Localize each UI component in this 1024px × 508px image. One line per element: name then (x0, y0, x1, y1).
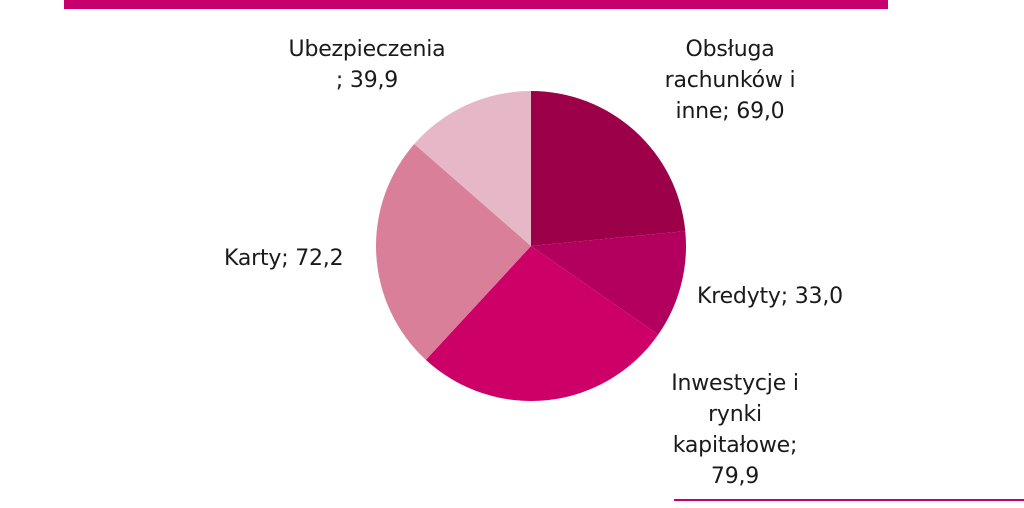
slice-obsluga-rachunkow (531, 91, 686, 246)
slice-ubezpieczenia (414, 90, 531, 246)
slice-label-obsluga-rachunkow: Obsługa rachunków i inne; 69,0 (664, 37, 796, 124)
slice-label-ubezpieczenia: Ubezpieczenia ; 39,9 (288, 37, 446, 93)
footer-accent-rule (674, 499, 1024, 501)
slice-label-karty: Karty; 72,2 (224, 246, 344, 271)
slice-karty (375, 144, 531, 360)
header-accent-bar (64, 0, 888, 9)
slice-label-kredyty: Kredyty; 33,0 (697, 284, 843, 309)
slice-label-inwestycje: Inwestycje i rynki kapitałowe; 79,9 (671, 371, 799, 489)
slice-kredyty (531, 231, 686, 335)
slice-inwestycje (425, 246, 659, 402)
